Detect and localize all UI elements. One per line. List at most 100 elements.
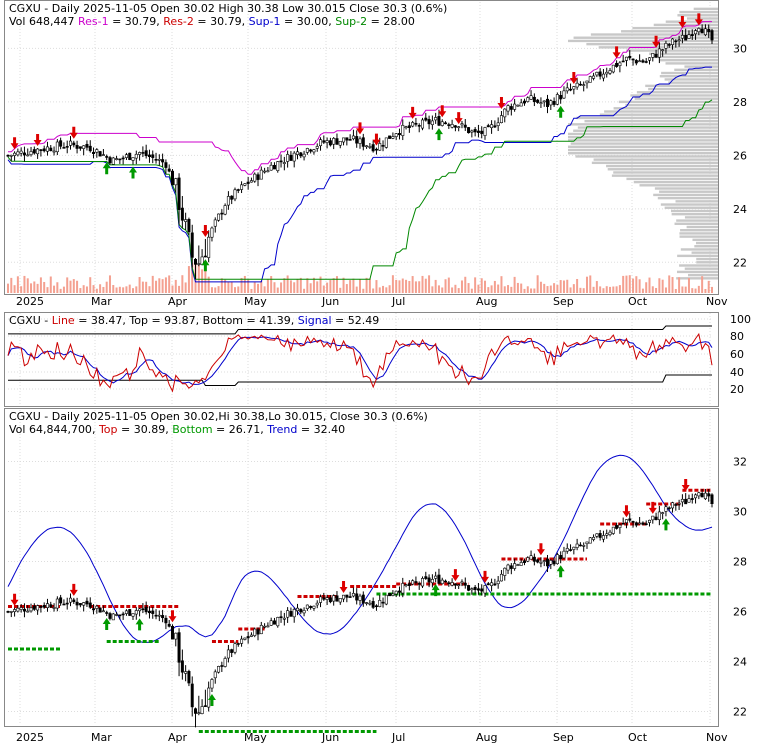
volume-bar [582,288,585,293]
price-candle-body [473,129,477,133]
volume-profile-bar [659,190,718,193]
trend-candle-body [578,544,582,547]
volume-profile-bar [664,206,718,209]
trend-candle-body [519,562,523,566]
trend-candle-body [295,607,299,612]
trend-candle-body [654,516,658,520]
price-candle-body [394,133,398,137]
trend-candle-body [358,595,362,601]
volume-bar [151,275,154,293]
trend-candle-body [536,559,540,563]
price-candle-body [351,135,355,140]
volume-bar [30,283,33,293]
price-candle-body [618,62,622,66]
trend-candle-body [312,605,316,609]
trend-candle-body [328,597,332,603]
price-candle-body [22,152,26,156]
volume-bar [585,276,588,293]
volume-bar [13,285,16,293]
price-candle-body [532,96,536,103]
volume-bar [648,277,651,293]
volume-bar [408,280,411,293]
volume-profile-bar [687,17,718,20]
price-candle-body [141,152,145,154]
volume-bar [286,275,289,293]
trend-candle-body [200,706,204,714]
trend-candle-body [470,588,474,591]
price-candle-body [279,160,283,163]
price-candle-body [223,205,227,215]
trend-candle-body [197,712,201,714]
price-candle-body [463,124,467,128]
volume-bar [437,285,440,293]
osc-y-tick: 20 [730,383,744,396]
trend-candle-body [45,603,49,608]
volume-bar [92,285,95,293]
price-candle-body [407,125,411,128]
volume-bar [79,288,82,293]
price-candle-body [78,146,82,149]
price-candle-body [624,56,628,61]
trend-candle-body [447,582,451,585]
buy-arrow [556,105,565,118]
price-x-tick: Apr [168,295,188,308]
trend-candle-body [539,561,543,564]
price-candle-body [315,146,319,149]
trend-candle-body [611,526,615,534]
price-volume-label: Vol 648,447 [9,15,74,28]
trend-candle-body [450,582,454,586]
volume-bar [10,277,13,293]
volume-bar [273,282,276,293]
trend-candle-body [453,583,457,586]
price-candle-body [207,236,211,258]
volume-bar [480,278,483,293]
volume-bar [20,286,23,293]
volume-bar [118,286,121,293]
volume-bar [618,285,621,293]
volume-profile-bar [679,232,718,235]
trend-x-tick: Oct [628,731,648,744]
price-candle-body [667,44,671,46]
price-candle-body [490,124,494,129]
price-x-tick: 2025 [16,295,44,308]
price-candle-body [470,130,474,133]
trend-y-tick: 32 [733,456,747,469]
price-candle-body [569,88,573,91]
volume-bar [326,282,329,293]
volume-profile-bar [653,193,718,197]
sell-arrow [622,505,631,518]
volume-bar [260,280,263,293]
volume-profile-bar [591,161,718,165]
trend-candle-body [486,583,490,586]
trend-candle-body [177,632,181,663]
volume-bar [704,288,707,293]
volume-bar [694,288,697,293]
volume-bar [178,285,181,293]
price-symbol: CGXU [9,2,41,15]
price-candle-body [434,117,438,121]
volume-profile-bar [665,62,718,65]
price-candle-body [677,39,681,42]
volume-bar [599,286,602,293]
volume-bar [516,282,519,293]
volume-bar [428,275,431,293]
sell-arrow [681,479,690,492]
trend-candle-body [246,636,250,639]
price-candle-body [358,138,362,144]
price-candle-body [338,140,342,146]
volume-bar [707,280,710,293]
price-candle-body [621,60,625,63]
volume-bar [283,278,286,293]
volume-bar [240,277,243,293]
trend-candle-body [236,643,240,645]
volume-bar [16,276,19,293]
price-candle-body [55,141,59,153]
trend-candle-body [134,610,138,615]
volume-bar [523,288,526,293]
trend-candle-body [95,605,99,609]
trend-candle-body [598,533,602,538]
trend-candle-body [365,602,369,604]
volume-bar [82,285,85,293]
volume-bar [26,278,29,293]
volume-profile-bar [636,91,718,94]
